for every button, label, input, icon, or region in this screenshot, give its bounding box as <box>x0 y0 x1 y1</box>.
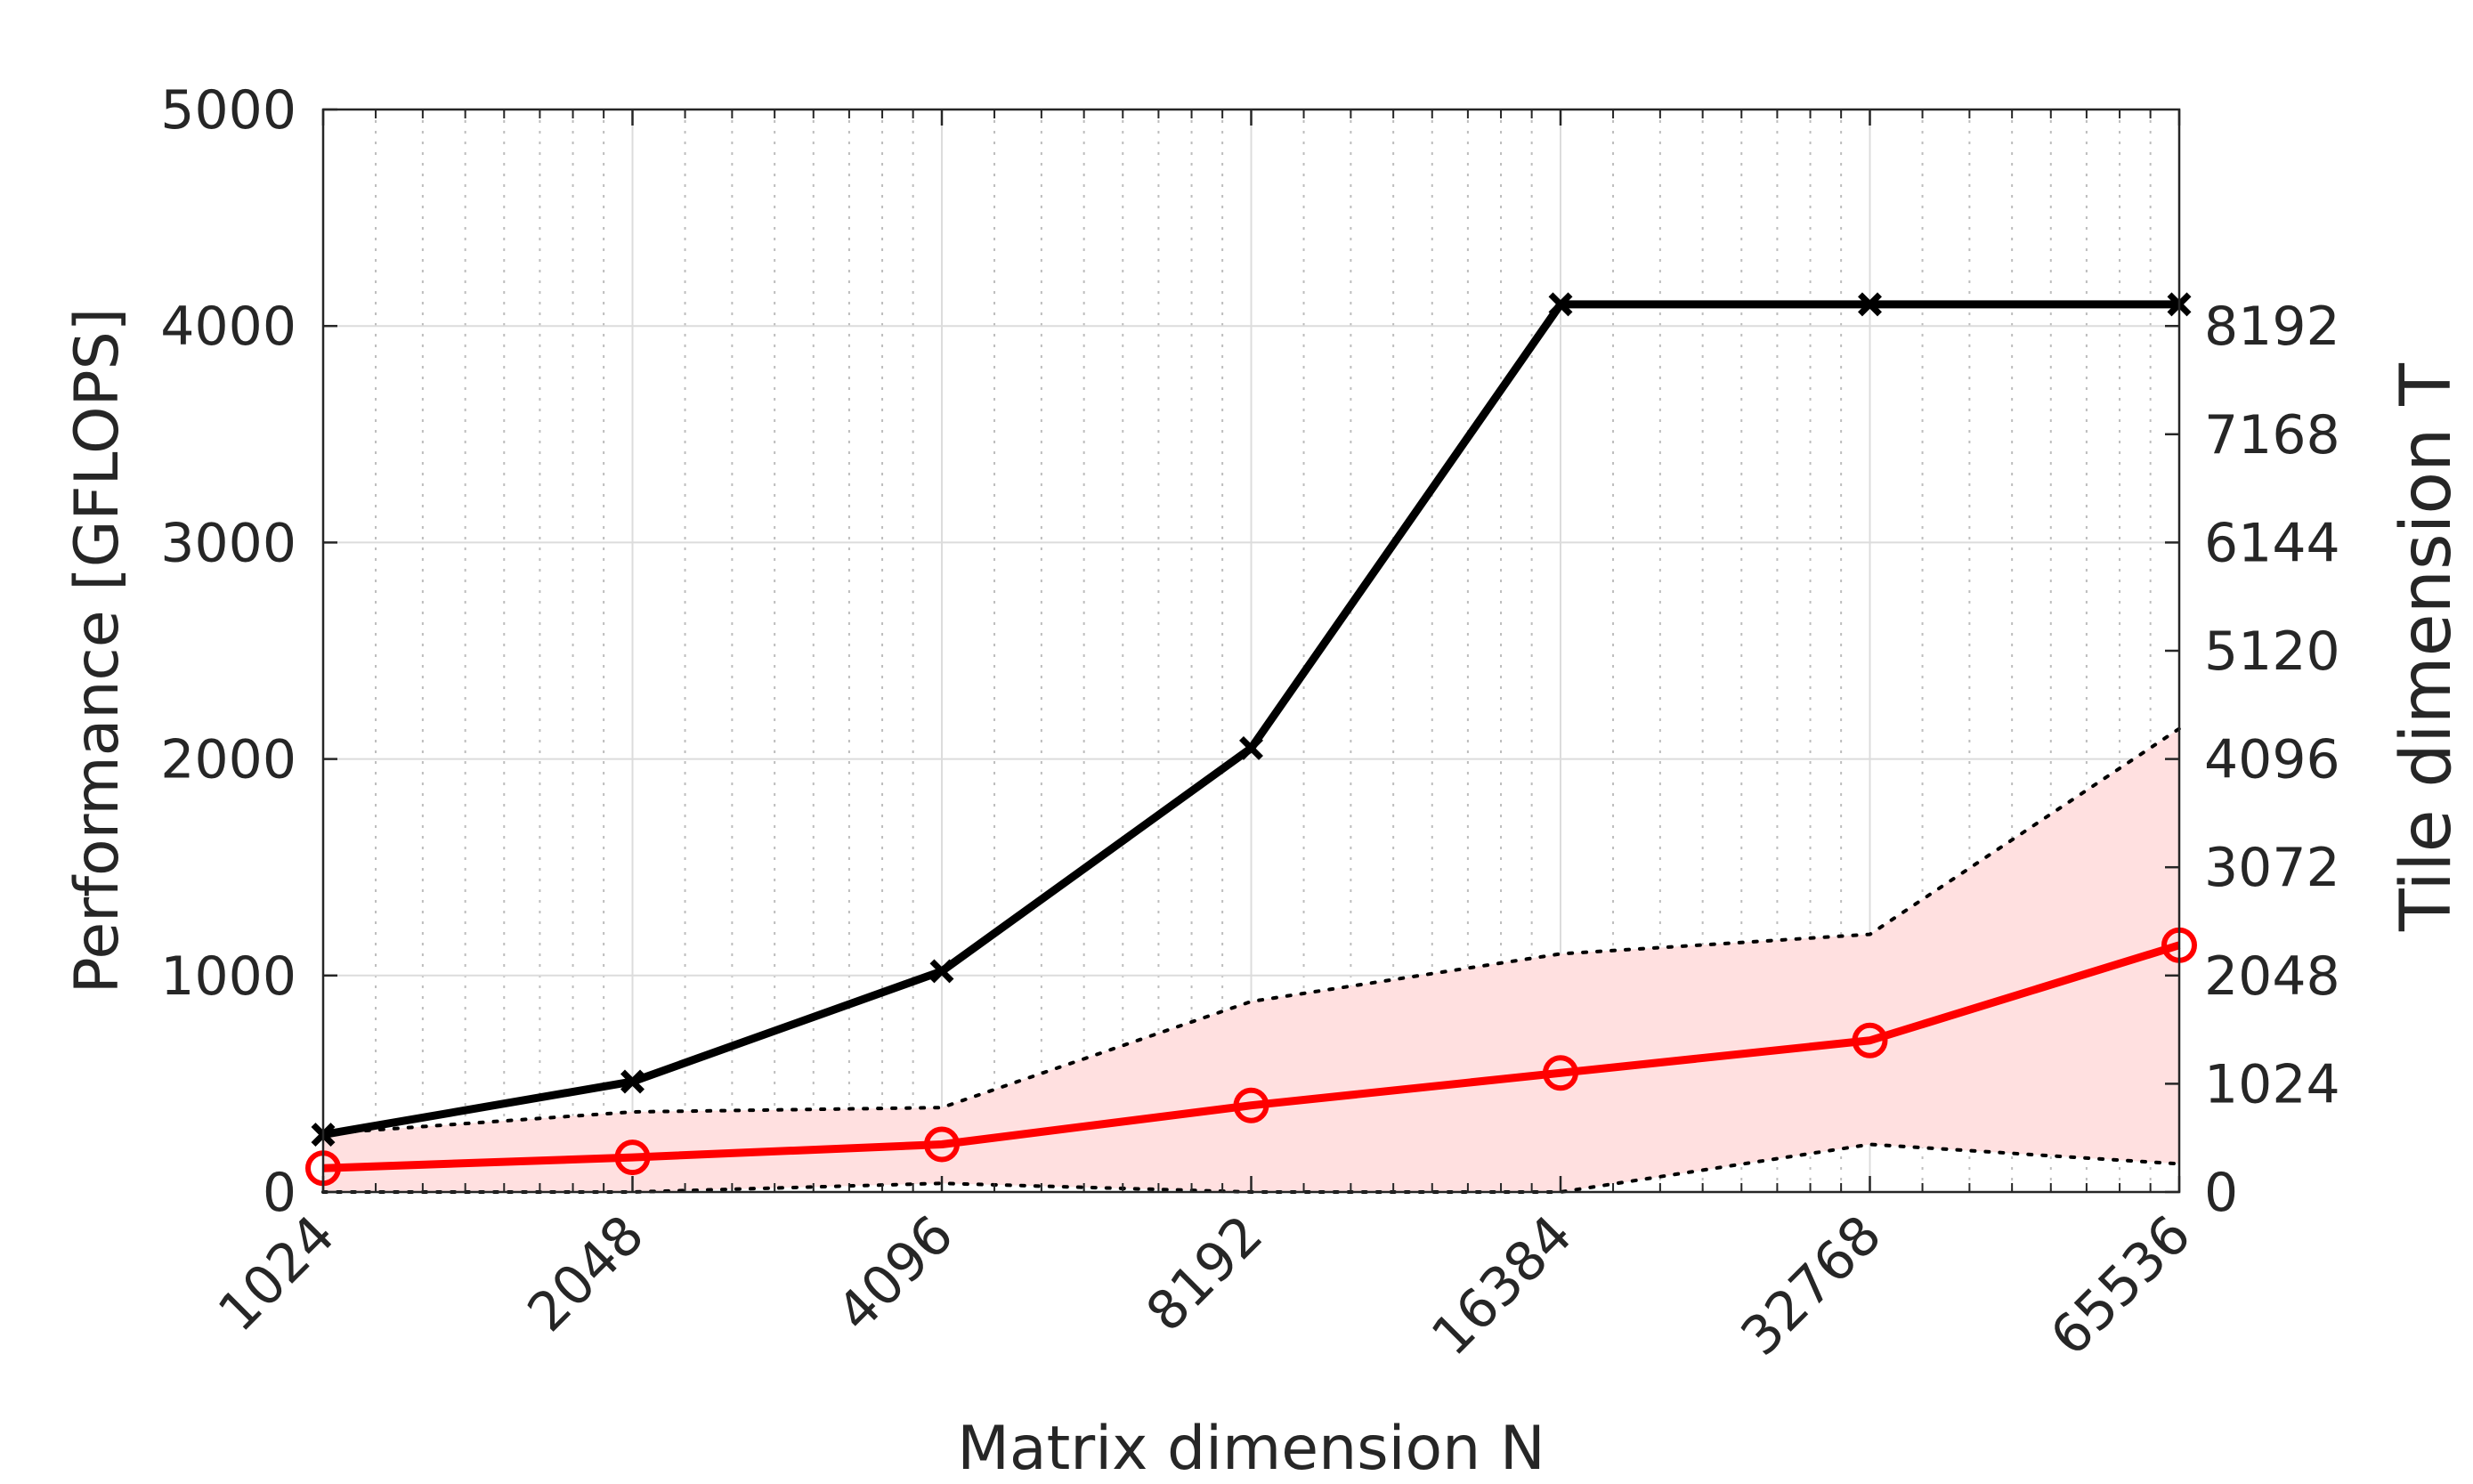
y-right-tick-label: 7168 <box>2204 404 2340 466</box>
left-y-axis-title: Performance [GFLOPS] <box>62 308 133 994</box>
y-right-tick-label: 4096 <box>2204 729 2340 791</box>
y-right-tick-label: 5120 <box>2204 620 2340 683</box>
y-left-tick-label: 2000 <box>160 729 296 791</box>
y-left-tick-label: 0 <box>263 1162 296 1224</box>
y-left-tick-label: 4000 <box>160 296 296 358</box>
x-tick-label: 8192 <box>1135 1204 1275 1343</box>
right-y-axis-title: Tile dimension T <box>2387 363 2467 932</box>
x-tick-label: 2048 <box>516 1204 656 1343</box>
cross-marker <box>1858 292 1882 317</box>
band-upper-line <box>321 726 2181 1136</box>
y-right-tick-label: 3072 <box>2204 837 2340 899</box>
x-tick-label: 4096 <box>825 1204 965 1343</box>
y-right-tick-label: 6144 <box>2204 512 2340 574</box>
cross-marker <box>620 1069 645 1094</box>
circle-marker <box>1233 1087 1269 1123</box>
y-left-tick-label: 5000 <box>160 79 296 142</box>
x-tick-label: 32768 <box>1730 1204 1893 1367</box>
series-line-1 <box>322 941 2181 1172</box>
cross-marker <box>929 959 954 984</box>
circle-marker <box>614 1139 651 1176</box>
cross-marker <box>1548 292 1573 317</box>
band-fill <box>323 728 2179 1192</box>
y-right-tick-label: 0 <box>2204 1162 2238 1224</box>
y-right-tick-label: 8192 <box>2204 296 2340 358</box>
x-axis-title: Matrix dimension N <box>957 1414 1545 1484</box>
x-tick-label: 16384 <box>1420 1204 1584 1367</box>
circle-marker <box>1852 1022 1888 1058</box>
y-right-tick-label: 1024 <box>2204 1053 2340 1115</box>
y-left-tick-label: 1000 <box>160 945 296 1008</box>
y-right-tick-label: 2048 <box>2204 945 2340 1008</box>
circle-marker <box>1543 1055 1578 1091</box>
x-tick-label: 1024 <box>207 1204 346 1343</box>
y-left-tick-label: 3000 <box>160 512 296 574</box>
x-tick-label: 65536 <box>2039 1204 2202 1367</box>
cross-marker <box>1239 735 1263 760</box>
circle-marker <box>924 1126 960 1163</box>
